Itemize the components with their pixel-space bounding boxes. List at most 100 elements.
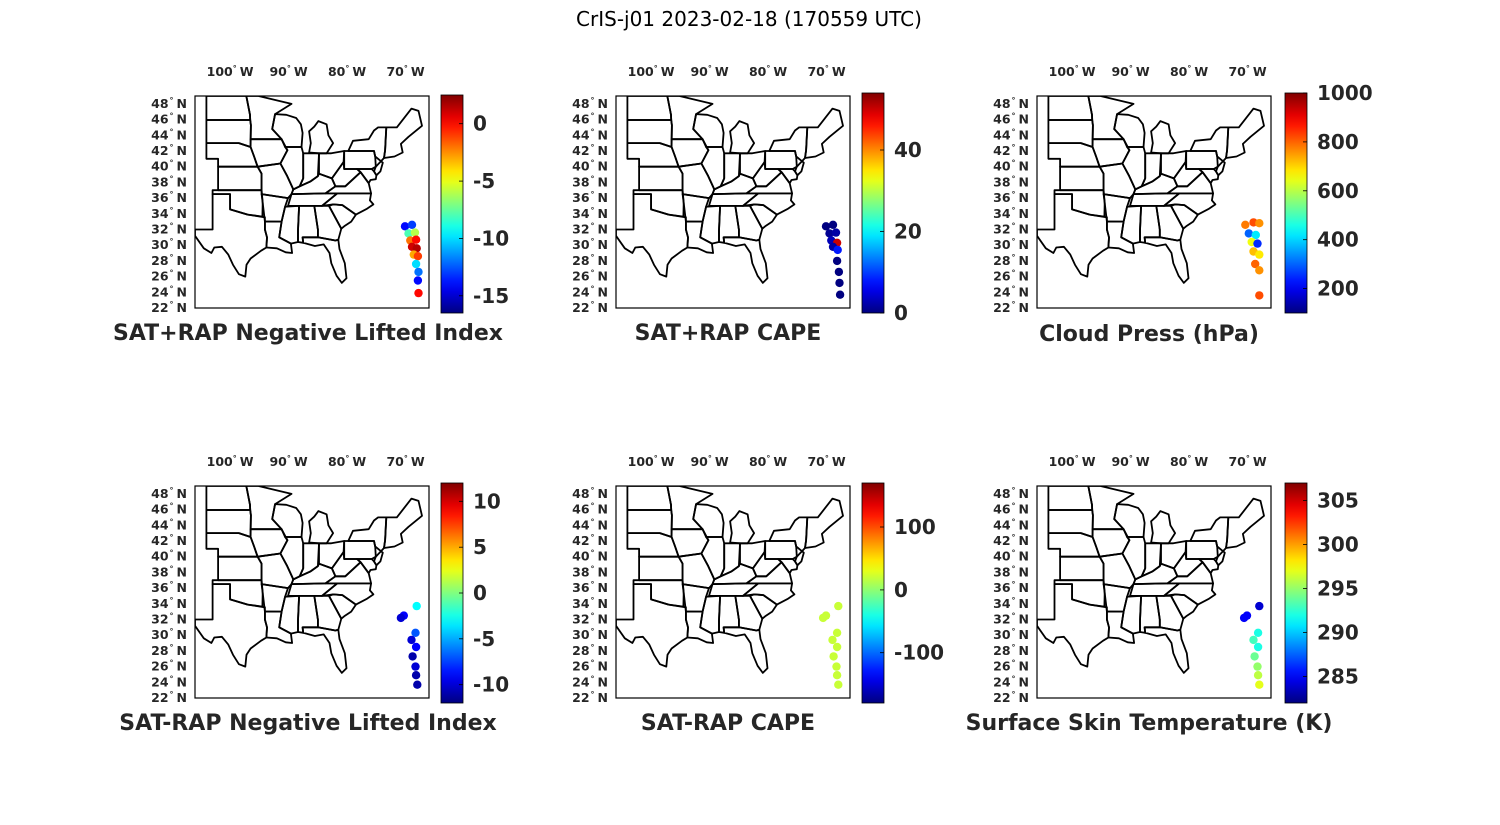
data-point <box>1253 671 1263 680</box>
lon-tick-label: 70° W <box>1228 454 1266 469</box>
state-outline <box>729 120 755 155</box>
lat-tick-label: 28° N <box>993 643 1029 658</box>
lon-tick-label: 90° W <box>269 64 307 79</box>
colorbar <box>1285 93 1307 313</box>
lon-tick-label: 100° W <box>628 454 675 469</box>
colorbar-tick-label: 285 <box>1317 665 1359 689</box>
state-outline <box>1150 510 1176 545</box>
lat-tick-label: 42° N <box>993 533 1029 548</box>
lat-tick-label: 42° N <box>572 533 608 548</box>
lon-tick-label: 100° W <box>207 64 254 79</box>
state-outline <box>383 107 423 159</box>
colorbar-tick-label: 10 <box>473 489 501 513</box>
state-outline <box>777 168 799 185</box>
data-point <box>404 229 413 238</box>
state-outline <box>356 168 378 185</box>
map-panel-6: 100° W 90° W 80° W 70° W 48° N46° N44° N42° N40° N38°… <box>966 454 1359 736</box>
state-boundaries <box>195 96 423 284</box>
state-boundaries <box>1037 96 1265 284</box>
lon-tick-label: 80° W <box>749 64 787 79</box>
scatter-points <box>818 601 843 689</box>
lat-tick-label: 24° N <box>993 674 1029 689</box>
data-point <box>1253 642 1263 652</box>
state-outline <box>616 193 689 278</box>
state-outline <box>722 626 769 674</box>
lat-tick-label: 46° N <box>572 502 608 517</box>
lat-tick-label: 46° N <box>993 502 1029 517</box>
lat-tick-label: 46° N <box>993 112 1029 127</box>
colorbar-frame <box>1284 482 1308 704</box>
lat-tick-label: 24° N <box>151 284 187 299</box>
data-point <box>832 671 842 680</box>
data-point <box>829 652 838 661</box>
lat-tick-label: 40° N <box>572 549 608 564</box>
map-panel-2: 100° W 90° W 80° W 70° W 48° N46° N44° N42° N40° N38°… <box>572 64 922 346</box>
data-point <box>413 276 423 285</box>
data-point <box>400 222 410 231</box>
lon-tick-label: 90° W <box>690 454 728 469</box>
data-point <box>1255 219 1264 228</box>
data-point <box>1244 229 1254 238</box>
colorbar-tick-label: -10 <box>473 673 509 697</box>
state-outline <box>722 236 769 284</box>
lat-tick-label: 32° N <box>572 222 608 237</box>
lon-tick-label: 100° W <box>207 454 254 469</box>
lat-tick-label: 34° N <box>572 596 608 611</box>
colorbar-tick-label: 100 <box>894 515 936 539</box>
colorbar-tick-label: 290 <box>1317 621 1359 645</box>
lat-tick-label: 36° N <box>993 190 1029 205</box>
figure-suptitle: CrIS-j01 2023-02-18 (170559 UTC) <box>576 7 922 31</box>
map-panel-1: 100° W 90° W 80° W 70° W 48° N46° N44° N42° N40° N38°… <box>113 64 509 346</box>
colorbar-tick-label: 0 <box>473 581 487 605</box>
lon-tick-label: 80° W <box>749 454 787 469</box>
lat-tick-label: 22° N <box>151 690 187 705</box>
colorbar-tick-label: 295 <box>1317 577 1359 601</box>
colorbar-tick-label: 0 <box>473 112 487 136</box>
data-point <box>818 613 828 623</box>
state-outline <box>1198 558 1220 575</box>
colorbar-tick-label: 200 <box>1317 277 1359 301</box>
lat-tick-label: 30° N <box>993 627 1029 642</box>
data-point <box>411 628 420 637</box>
colorbar <box>862 93 884 313</box>
state-outline <box>616 583 689 668</box>
lat-tick-label: 42° N <box>572 143 608 158</box>
lat-tick-label: 28° N <box>151 253 187 268</box>
colorbar-tick-label: 600 <box>1317 179 1359 203</box>
map-panel-4: 100° W 90° W 80° W 70° W 48° N46° N44° N42° N40° N38°… <box>119 454 509 736</box>
lat-tick-label: 22° N <box>151 300 187 315</box>
state-boundaries <box>616 486 844 674</box>
data-point <box>832 662 841 671</box>
lat-tick-label: 26° N <box>993 659 1029 674</box>
data-point <box>1239 613 1249 623</box>
data-point <box>832 256 842 266</box>
lat-tick-label: 34° N <box>151 596 187 611</box>
data-point <box>1250 652 1259 661</box>
data-point <box>411 259 421 269</box>
data-point <box>821 222 831 231</box>
colorbar-tick-label: 0 <box>894 578 908 602</box>
state-outline <box>1225 497 1265 549</box>
data-point <box>411 642 421 652</box>
lat-tick-label: 42° N <box>993 143 1029 158</box>
lat-tick-label: 22° N <box>572 690 608 705</box>
data-point <box>1253 628 1263 637</box>
lat-tick-label: 44° N <box>151 517 187 532</box>
data-point <box>833 245 842 255</box>
data-point <box>413 252 423 261</box>
data-point <box>835 290 845 299</box>
colorbar <box>441 483 463 703</box>
state-outline <box>195 583 268 668</box>
lon-tick-label: 70° W <box>386 64 424 79</box>
lat-tick-label: 34° N <box>151 206 187 221</box>
state-outline <box>804 497 844 549</box>
state-boundaries <box>616 96 844 284</box>
panel-title: SAT+RAP Negative Lifted Index <box>113 321 503 346</box>
lat-tick-label: 22° N <box>993 690 1029 705</box>
map-frame <box>194 485 430 699</box>
lat-tick-label: 44° N <box>151 127 187 142</box>
panel-title: Surface Skin Temperature (K) <box>966 711 1333 736</box>
lon-tick-label: 80° W <box>328 64 366 79</box>
state-outline <box>383 497 423 549</box>
lat-tick-label: 36° N <box>151 190 187 205</box>
